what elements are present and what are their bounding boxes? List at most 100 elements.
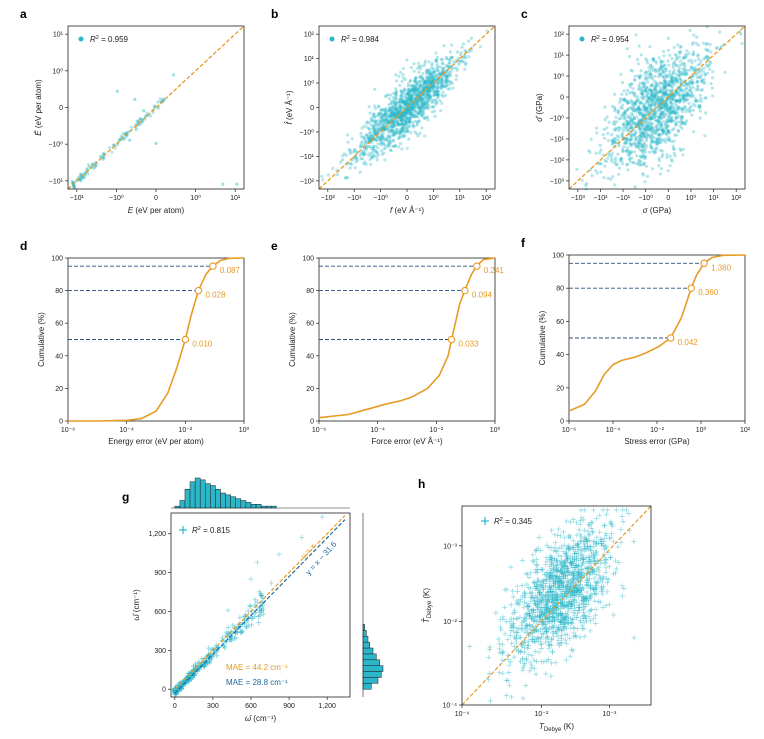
scatter-point [569, 647, 575, 653]
scatter-point [426, 68, 430, 72]
scatter-point [420, 105, 424, 109]
scatter-point [650, 139, 654, 143]
scatter-point [674, 116, 678, 120]
scatter-point [361, 150, 365, 154]
scatter-point [672, 147, 676, 151]
scatter-point [417, 70, 421, 74]
scatter-point [364, 147, 368, 151]
scatter-point [390, 133, 394, 137]
scatter-point [698, 93, 703, 97]
scatter-point [411, 124, 415, 128]
scatter-point [514, 588, 521, 595]
scatter-point [389, 106, 393, 110]
y-axis-label-symbol: Ê [34, 130, 43, 136]
scatter-point [445, 55, 449, 60]
scatter-point [398, 94, 402, 98]
scatter-point [423, 80, 427, 84]
scatter-point [404, 121, 408, 125]
scatter-point [145, 111, 149, 115]
scatter-point [366, 134, 370, 138]
y-tick-label: 10² [304, 32, 315, 39]
scatter-point [665, 153, 669, 157]
r2-value: = 0.345 [503, 517, 533, 526]
scatter-point [404, 122, 408, 126]
scatter-point [403, 134, 407, 138]
scatter-point [623, 109, 628, 113]
scatter-point [653, 115, 657, 119]
scatter-point [421, 98, 425, 102]
scatter-point [413, 114, 417, 118]
scatter-point [573, 520, 579, 526]
scatter-point [604, 589, 610, 595]
scatter-point [407, 119, 411, 123]
scatter-point [628, 85, 633, 89]
x-tick-label: 10⁰ [190, 194, 201, 202]
scatter-point [381, 136, 385, 140]
scatter-point [587, 628, 593, 634]
scatter-point [86, 172, 90, 176]
scatter-point [415, 123, 419, 127]
scatter-point [387, 108, 392, 112]
scatter-point [577, 521, 583, 527]
scatter-point [401, 125, 405, 130]
scatter-point [377, 119, 381, 123]
scatter-point [418, 108, 422, 112]
scatter-point [504, 619, 510, 625]
scatter-point [421, 105, 425, 109]
scatter-point [447, 58, 451, 62]
scatter-point [582, 507, 588, 513]
scatter-point [599, 148, 603, 152]
scatter-point [421, 76, 425, 80]
scatter-point [435, 69, 439, 73]
y-tick-label: 40 [556, 352, 564, 359]
scatter-point [646, 124, 650, 128]
scatter-point [417, 90, 421, 94]
scatter-point [368, 144, 372, 149]
scatter-point [665, 119, 669, 123]
scatter-point [401, 99, 405, 103]
scatter-point [400, 114, 405, 118]
scatter-point [432, 93, 436, 97]
r2-value: = 0.954 [600, 35, 630, 44]
scatter-point [344, 176, 348, 180]
y-axis-label: f̂ (eV Å⁻¹) [285, 90, 294, 124]
scatter-point [394, 114, 398, 118]
scatter-point [372, 126, 376, 131]
scatter-point [395, 130, 399, 134]
scatter-point [364, 133, 368, 137]
scatter-point [408, 125, 412, 129]
scatter-point [370, 155, 374, 159]
scatter-point [392, 125, 396, 129]
scatter-point [420, 107, 424, 111]
scatter-point [606, 156, 610, 160]
scatter-point [613, 109, 617, 113]
scatter-point [702, 41, 706, 45]
scatter-point [614, 163, 619, 167]
scatter-point [417, 111, 421, 115]
scatter-point [440, 82, 444, 86]
scatter-point [598, 143, 602, 148]
y-tick-label: 20 [55, 386, 63, 393]
scatter-point [418, 75, 422, 79]
scatter-point [509, 694, 515, 700]
scatter-point [420, 88, 424, 92]
scatter-point [639, 129, 643, 133]
scatter-point [372, 120, 376, 124]
scatter-point [368, 138, 372, 142]
scatter-point [416, 102, 420, 106]
scatter-point [706, 71, 710, 75]
scatter-point [366, 145, 370, 149]
scatter-point [376, 142, 380, 146]
scatter-point [603, 602, 609, 608]
scatter-point [438, 72, 442, 76]
scatter-point [360, 144, 364, 148]
scatter-point [651, 90, 655, 94]
scatter-point [561, 625, 567, 631]
scatter-point [354, 157, 358, 161]
hist-bar-right [362, 653, 377, 661]
scatter-point [619, 593, 625, 599]
scatter-point [432, 93, 436, 97]
scatter-point [407, 120, 411, 124]
scatter-point [632, 105, 636, 109]
scatter-point [407, 96, 411, 100]
